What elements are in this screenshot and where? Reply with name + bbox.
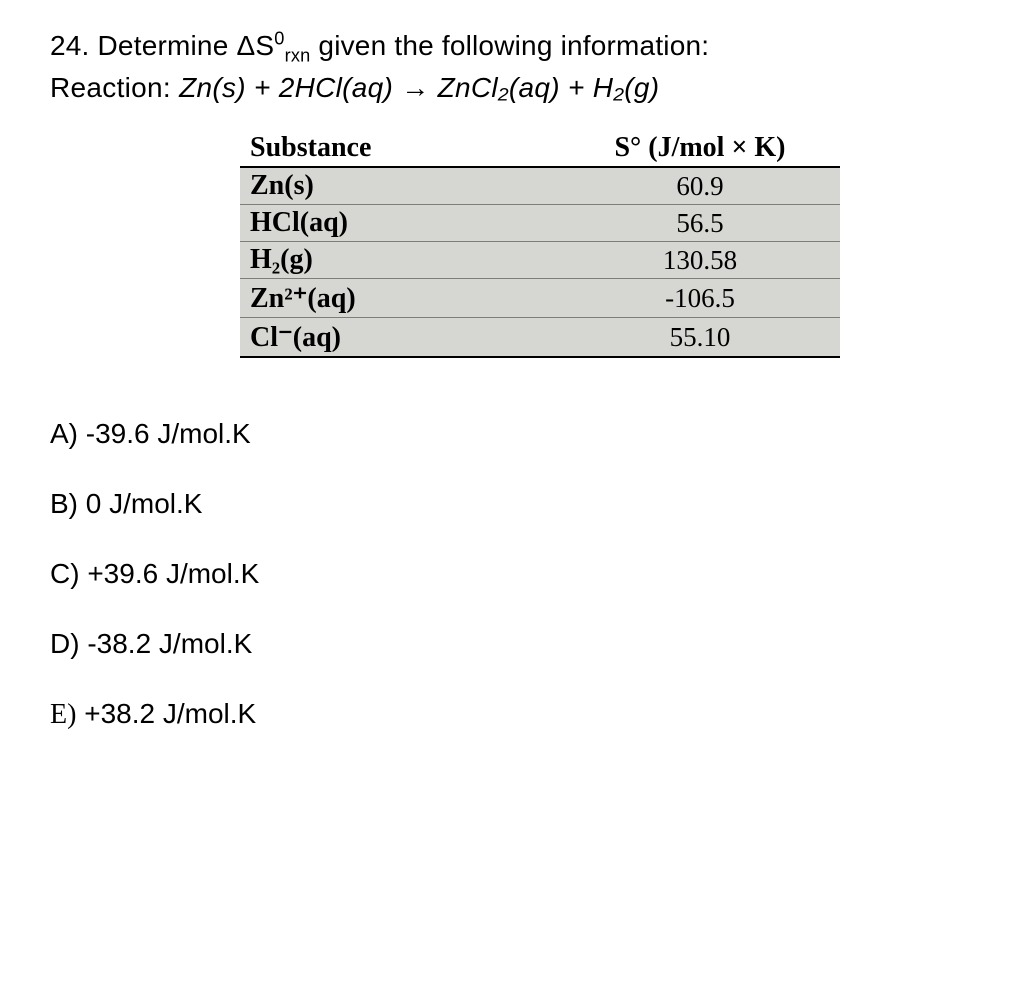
cell-value: 55.10: [560, 318, 840, 358]
option-label: C): [50, 558, 80, 589]
table-header-row: Substance S° (J/mol × K): [240, 130, 840, 167]
cell-substance: Zn²⁺(aq): [240, 279, 560, 318]
option-value: +39.6 J/mol.K: [87, 558, 259, 589]
option-label: D): [50, 628, 80, 659]
option-label: E): [50, 699, 76, 730]
option-label: B): [50, 488, 78, 519]
question-page: 24. Determine ΔS0rxn given the following…: [0, 0, 1024, 799]
col-header-value: S° (J/mol × K): [560, 130, 840, 167]
table-row: Zn(s) 60.9: [240, 167, 840, 205]
option-b[interactable]: B) 0 J/mol.K: [50, 488, 974, 520]
cell-substance: Zn(s): [240, 167, 560, 205]
option-value: 0 J/mol.K: [86, 488, 203, 519]
table-row: Zn²⁺(aq) -106.5: [240, 279, 840, 318]
cell-value: 60.9: [560, 167, 840, 205]
cell-substance: HCl(aq): [240, 205, 560, 242]
option-d[interactable]: D) -38.2 J/mol.K: [50, 628, 974, 660]
cell-substance: H₂(g): [240, 242, 560, 279]
reaction-equation: Zn(s) + 2HCl(aq) → ZnCl₂(aq) + H₂(g): [179, 72, 659, 103]
entropy-table: Substance S° (J/mol × K) Zn(s) 60.9 HCl(…: [240, 130, 840, 358]
table-row: Cl⁻(aq) 55.10: [240, 318, 840, 358]
option-value: +38.2 J/mol.K: [84, 698, 256, 729]
reaction-line: Reaction: Zn(s) + 2HCl(aq) → ZnCl₂(aq) +…: [50, 72, 974, 104]
option-value: -38.2 J/mol.K: [87, 628, 252, 659]
cell-value: -106.5: [560, 279, 840, 318]
cell-value: 130.58: [560, 242, 840, 279]
option-label: A): [50, 418, 78, 449]
option-e[interactable]: E) +38.2 J/mol.K: [50, 698, 974, 731]
delta-s-symbol: ΔS0rxn: [236, 30, 310, 61]
table-row: H₂(g) 130.58: [240, 242, 840, 279]
cell-value: 56.5: [560, 205, 840, 242]
question-number: 24.: [50, 30, 90, 61]
prompt-post: given the following information:: [310, 30, 709, 61]
prompt-pre: Determine: [98, 30, 237, 61]
answer-options: A) -39.6 J/mol.K B) 0 J/mol.K C) +39.6 J…: [50, 418, 974, 731]
table-row: HCl(aq) 56.5: [240, 205, 840, 242]
cell-substance: Cl⁻(aq): [240, 318, 560, 358]
question-prompt: 24. Determine ΔS0rxn given the following…: [50, 30, 974, 62]
reaction-label: Reaction:: [50, 72, 179, 103]
option-a[interactable]: A) -39.6 J/mol.K: [50, 418, 974, 450]
option-c[interactable]: C) +39.6 J/mol.K: [50, 558, 974, 590]
option-value: -39.6 J/mol.K: [86, 418, 251, 449]
col-header-substance: Substance: [240, 130, 560, 167]
entropy-table-wrap: Substance S° (J/mol × K) Zn(s) 60.9 HCl(…: [240, 130, 974, 358]
